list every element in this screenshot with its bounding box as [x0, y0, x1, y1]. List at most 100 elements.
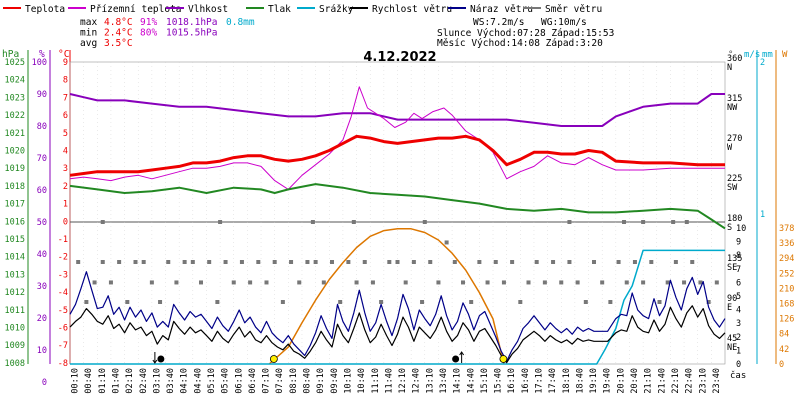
hpa-tick: 1020	[5, 147, 25, 157]
wind-direction-point	[264, 280, 269, 285]
moon-times: Měsíc Východ:14:08 Západ:3:20	[437, 38, 603, 49]
stats-block: max 4.8°C 91% 1018.1hPa 0.8mm min 2.4°C 80% 1015…	[80, 17, 614, 49]
time-tick: 06:40	[248, 368, 258, 394]
direction-tick: 45	[727, 334, 737, 344]
wind-direction-point	[567, 260, 572, 264]
wind-direction-point	[411, 260, 416, 264]
moonrise-marker	[452, 355, 460, 363]
wind-direction-point	[403, 280, 408, 285]
w-unit: W	[782, 50, 788, 60]
wind-direction-point	[174, 280, 179, 285]
w-tick: 336	[779, 239, 794, 249]
time-tick: 15:40	[494, 368, 504, 394]
w-tick: 42	[779, 345, 789, 355]
ms-tick: 2	[760, 58, 765, 68]
direction-tick: 315	[727, 94, 742, 104]
w-tick: 84	[779, 330, 789, 340]
time-tick: 16:40	[521, 368, 531, 394]
speed-tick: 1	[736, 346, 741, 356]
temp-tick: -8	[58, 359, 68, 369]
direction-tick: 360	[727, 54, 742, 64]
wind-direction-point	[551, 260, 556, 264]
wind-direction-point	[370, 280, 375, 285]
wind-direction-point	[684, 220, 689, 224]
right-axes: ° m/s mm W360N315NW270W225SW180S135SE90E45N…	[727, 50, 794, 370]
temp-tick: -2	[58, 253, 68, 263]
time-unit: čas	[730, 370, 746, 381]
wind-direction-point	[351, 220, 356, 224]
wind-direction-point	[76, 260, 81, 264]
wind-direction-point	[665, 280, 670, 285]
legend: Teplota Přízemní teplota Vlhkost Tlak Srážky…	[3, 4, 602, 15]
time-tick: 10:40	[357, 368, 367, 394]
legend-label: Náraz větru	[470, 4, 533, 15]
speed-tick: 6	[736, 278, 741, 288]
humidity-tick: 20	[37, 314, 47, 324]
legend-label: Teplota	[25, 4, 65, 15]
direction-label: SE	[727, 263, 737, 273]
wind-direction-point	[321, 280, 326, 285]
humidity-tick: 50	[37, 218, 47, 228]
stat-pressure: 1018.1hPa	[166, 17, 217, 28]
time-tick: 18:10	[562, 368, 572, 394]
wind-direction-point	[671, 220, 676, 224]
wind-direction-point	[158, 300, 163, 304]
solar-radiation-series	[268, 228, 505, 365]
speed-tick: 7	[736, 265, 741, 275]
time-tick: 11:40	[384, 368, 394, 394]
time-tick: 08:10	[289, 368, 299, 394]
time-tick: 13:40	[439, 368, 449, 394]
speed-tick: 3	[736, 319, 741, 329]
time-tick: 13:10	[425, 368, 435, 394]
wind-direction-point	[289, 260, 294, 264]
direction-tick: 225	[727, 174, 742, 184]
time-tick: 05:10	[207, 368, 217, 394]
temp-tick: 8	[63, 76, 68, 86]
direction-label: S	[727, 223, 732, 233]
wind-direction-point	[649, 260, 654, 264]
hpa-tick: 1024	[5, 76, 25, 86]
legend-label: Přízemní teplota	[90, 4, 182, 15]
hpa-unit: hPa	[2, 49, 19, 60]
wind-direction-point	[534, 260, 539, 264]
sun-times: Slunce Východ:07:28 Západ:15:53	[437, 28, 614, 39]
chart-date-title: 4.12.2022	[363, 50, 436, 65]
wind-direction-point	[682, 280, 687, 285]
wind-direction-point	[199, 280, 203, 285]
w-tick: 210	[779, 284, 794, 294]
temp-tick: 6	[63, 111, 68, 121]
hpa-tick: 1016	[5, 217, 25, 227]
direction-tick: 135	[727, 254, 742, 264]
wind-direction-point	[379, 300, 384, 304]
time-tick: 18:40	[575, 368, 585, 394]
legend-label: Směr větru	[545, 4, 602, 15]
wind-direction-point	[714, 280, 719, 285]
speed-tick: 0	[736, 360, 741, 370]
humidity-unit: %	[39, 49, 45, 60]
sunrise-marker	[269, 355, 278, 363]
w-tick: 294	[779, 254, 794, 264]
w-tick: 0	[779, 360, 784, 370]
wind-direction-point	[310, 220, 315, 224]
stat-label: avg	[80, 38, 97, 49]
wind-direction-point	[346, 260, 351, 264]
mm-unit: mm	[762, 50, 773, 60]
stat-pressure: 1015.5hPa	[166, 28, 217, 39]
stat-label: min	[80, 28, 97, 39]
time-tick: 20:40	[630, 368, 640, 394]
wind-direction-point	[330, 260, 334, 264]
wind-direction-point	[297, 280, 302, 285]
wind-direction-point	[190, 260, 195, 264]
moonset-marker	[157, 355, 165, 363]
speed-tick: 4	[736, 306, 741, 316]
humidity-tick: 40	[37, 250, 47, 260]
time-tick: 16:10	[507, 368, 517, 394]
time-tick: 06:10	[234, 368, 244, 394]
wind-direction-point	[698, 280, 703, 285]
direction-tick: 180	[727, 214, 742, 224]
time-tick: 00:40	[84, 368, 94, 394]
wind-direction-point	[313, 260, 318, 264]
time-tick: 08:40	[303, 368, 313, 394]
hpa-tick: 1012	[5, 288, 25, 298]
